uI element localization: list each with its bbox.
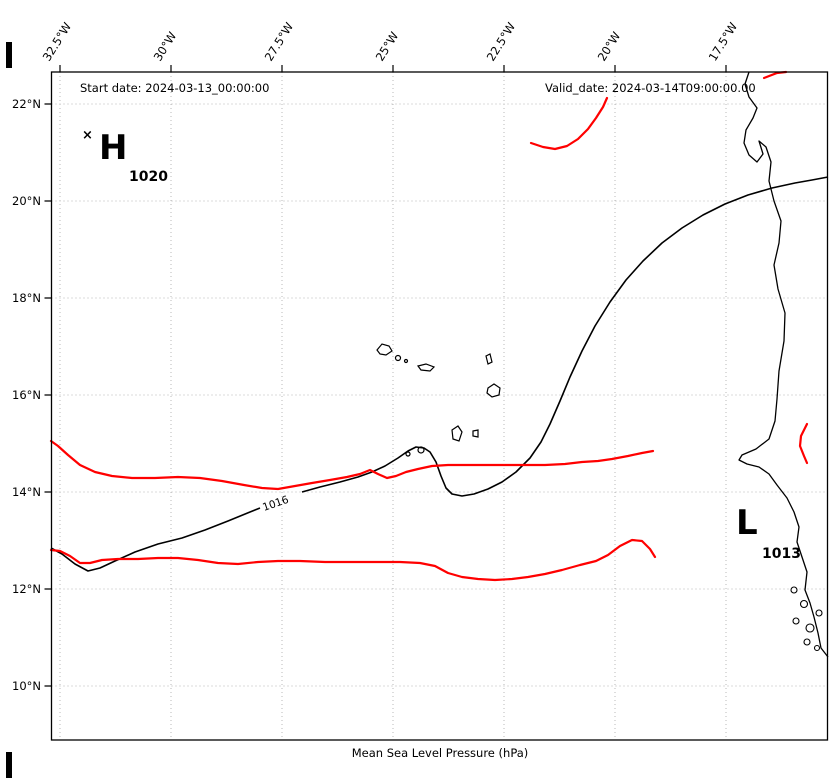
isobar-1016-label: 1016 xyxy=(261,494,290,514)
lat-tick-label: 12°N xyxy=(12,582,41,596)
lat-tick-label: 16°N xyxy=(12,388,41,402)
cape-verde-islands xyxy=(376,343,501,457)
high-pressure-symbol: H xyxy=(99,128,127,168)
isobar-1016-west-segment xyxy=(50,507,261,572)
lat-tick-label: 18°N xyxy=(12,291,41,305)
edge-crop-artifact-top xyxy=(6,42,12,68)
lat-tick-label: 10°N xyxy=(12,679,41,693)
low-pressure-value: 1013 xyxy=(762,546,801,562)
isobar-1016-east-segment xyxy=(301,176,829,497)
high-pressure-value: 1020 xyxy=(129,169,168,185)
lon-tick-label: 27.5°W xyxy=(262,20,297,64)
lat-tick-label: 20°N xyxy=(12,194,41,208)
axis-ticks-top xyxy=(59,65,727,72)
lat-tick-label: 22°N xyxy=(12,97,41,111)
axis-ticks-left xyxy=(44,103,52,687)
coastal-islands xyxy=(790,586,823,652)
red-contour-upper xyxy=(49,439,655,491)
lon-tick-label: 20°W xyxy=(595,29,624,63)
valid-date-label: Valid_date: 2024-03-14T09:00:00.00 xyxy=(545,81,756,95)
low-pressure-symbol: L xyxy=(736,503,758,543)
red-contour-northeast xyxy=(529,96,609,151)
lon-tick-label: 22.5°W xyxy=(484,20,519,64)
lon-tick-label: 32.5°W xyxy=(40,20,75,64)
grid-lines-latitude xyxy=(51,103,828,687)
lon-tick-label: 17.5°W xyxy=(706,20,741,64)
plot-border xyxy=(50,71,829,741)
high-center-cross-marker: × xyxy=(82,128,93,143)
x-axis-title: Mean Sea Level Pressure (hPa) xyxy=(352,746,529,760)
coastline-west-africa xyxy=(738,71,829,658)
lon-tick-label: 25°W xyxy=(373,29,402,63)
red-contour-right-edge xyxy=(798,422,809,465)
lon-tick-label: 30°W xyxy=(151,29,180,63)
start-date-label: Start date: 2024-03-13_00:00:00 xyxy=(80,81,269,95)
edge-crop-artifact-bottom xyxy=(6,752,12,778)
red-contour-lower xyxy=(49,538,657,582)
red-contour-top-corner xyxy=(762,70,788,80)
lat-tick-label: 14°N xyxy=(12,485,41,499)
